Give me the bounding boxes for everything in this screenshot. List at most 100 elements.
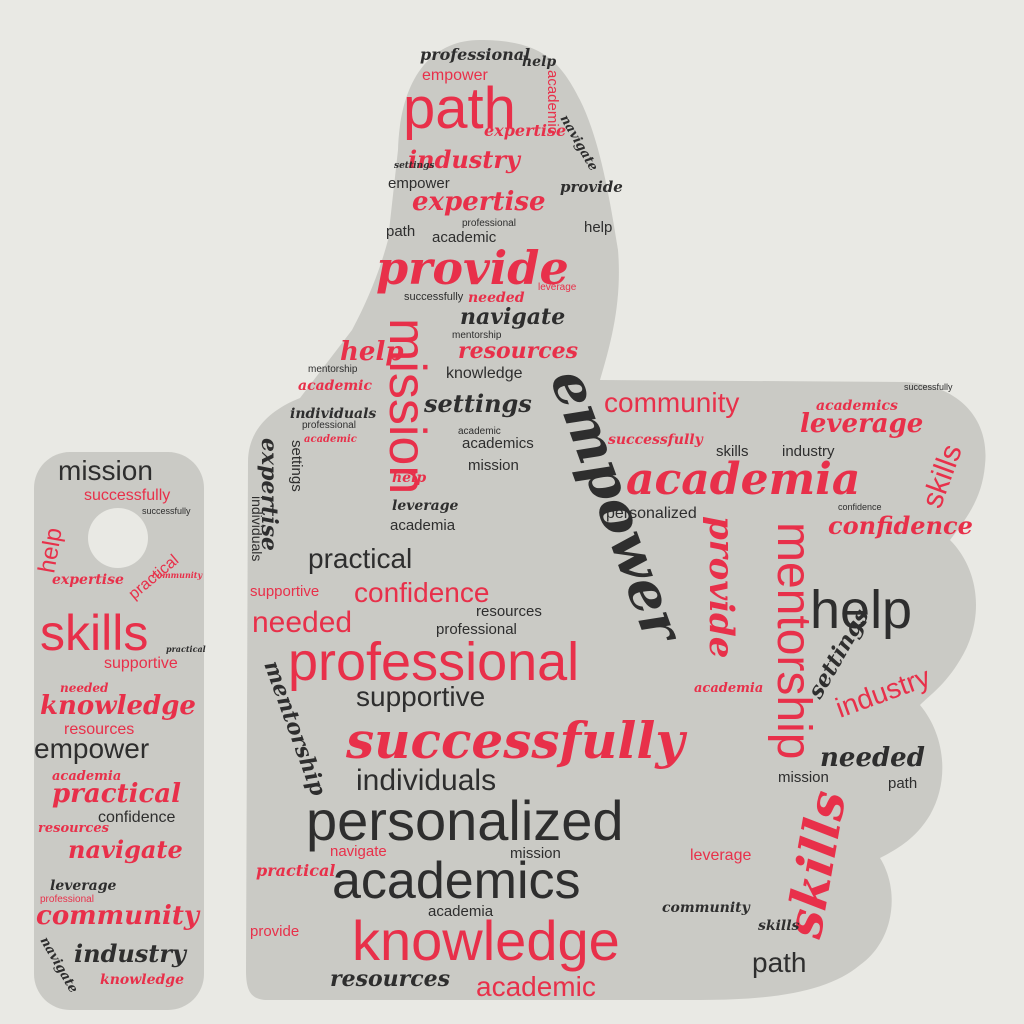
word: practical <box>52 779 181 809</box>
word: skills <box>758 918 800 934</box>
word: knowledge <box>352 909 620 972</box>
word: resources <box>330 966 450 992</box>
word: help <box>584 219 612 236</box>
word: industry <box>74 939 188 968</box>
word: supportive <box>356 681 485 712</box>
word: personalized <box>306 789 624 852</box>
word: resources <box>38 821 110 836</box>
word: practical <box>256 861 335 880</box>
word: expertise <box>256 438 282 551</box>
word: community <box>604 387 739 418</box>
word: empower <box>34 733 149 764</box>
word: academia <box>52 769 121 784</box>
word: academics <box>816 398 898 414</box>
word: help <box>810 580 912 640</box>
word: skills <box>716 443 749 460</box>
word: successfully <box>345 711 687 770</box>
word: navigate <box>68 835 183 864</box>
word: mission <box>468 457 519 474</box>
cuff-hole <box>88 508 148 568</box>
word: academia <box>390 517 456 534</box>
word: settings <box>288 440 305 492</box>
word: confidence <box>838 502 882 512</box>
word: needed <box>820 743 925 773</box>
word: professional <box>420 45 530 64</box>
word: mentorship <box>308 364 358 375</box>
word: knowledge <box>40 691 196 721</box>
word: help <box>522 54 556 70</box>
word: individuals <box>290 406 376 422</box>
word: confidence <box>98 809 175 826</box>
word: practical <box>308 543 412 574</box>
word: knowledge <box>100 972 184 988</box>
word: provide <box>376 241 569 295</box>
word: provide <box>701 516 741 658</box>
word: mission <box>778 769 829 786</box>
word: mentorship <box>452 330 502 341</box>
word: resources <box>476 603 542 620</box>
word: navigate <box>460 304 565 330</box>
word: mentorship <box>767 522 820 759</box>
word: personalized <box>606 505 697 522</box>
word: navigate <box>330 843 387 860</box>
word: successfully <box>404 291 464 303</box>
word: empower <box>388 175 450 192</box>
word: community <box>152 570 204 580</box>
word: professional <box>288 632 579 692</box>
word: supportive <box>250 583 319 600</box>
word: academic <box>304 434 357 445</box>
word: successfully <box>608 432 704 448</box>
word: expertise <box>52 572 124 588</box>
word: knowledge <box>446 365 523 382</box>
word: path <box>888 775 917 792</box>
word: professional <box>40 894 94 905</box>
word: mission <box>378 318 436 494</box>
word: professional <box>302 420 356 431</box>
word: academia <box>626 454 860 505</box>
word: academics <box>332 852 581 910</box>
word: academic <box>544 70 561 135</box>
word: leverage <box>690 847 751 864</box>
word: leverage <box>800 409 923 439</box>
thumb-cuff-shape <box>34 452 204 1010</box>
word: industry <box>782 443 835 460</box>
word: mission <box>58 455 153 486</box>
word: successfully <box>142 506 191 516</box>
word: empower <box>422 67 488 84</box>
word: leverage <box>50 878 117 894</box>
word: settings <box>423 389 532 418</box>
word: needed <box>468 290 525 306</box>
word: individuals <box>356 764 496 797</box>
word: provide <box>250 923 299 940</box>
word: confidence <box>354 577 489 608</box>
word: skills <box>40 605 148 661</box>
word: needed <box>60 681 109 695</box>
word: path <box>403 76 516 141</box>
word: academic <box>432 229 497 246</box>
word: practical <box>166 644 206 654</box>
word: professional <box>436 621 517 638</box>
word: academics <box>462 435 534 452</box>
word: individuals <box>249 496 265 561</box>
word: successfully <box>84 487 170 504</box>
word: mission <box>510 845 561 862</box>
word: expertise <box>412 187 546 217</box>
thumb-hand-shape <box>246 40 986 1000</box>
word: help <box>392 470 426 486</box>
word: needed <box>252 606 352 639</box>
word: successfully <box>904 382 953 392</box>
word: professional <box>462 218 516 229</box>
word: community <box>36 901 201 931</box>
word: academic <box>476 971 596 1002</box>
word: academia <box>428 903 494 920</box>
word: industry <box>408 145 522 174</box>
word: leverage <box>538 282 577 293</box>
word: confidence <box>828 511 973 540</box>
word: path <box>752 947 807 978</box>
word: expertise <box>484 121 566 140</box>
word: supportive <box>104 655 178 672</box>
word: academic <box>458 426 501 437</box>
word: leverage <box>392 498 459 514</box>
word: academia <box>694 681 763 696</box>
